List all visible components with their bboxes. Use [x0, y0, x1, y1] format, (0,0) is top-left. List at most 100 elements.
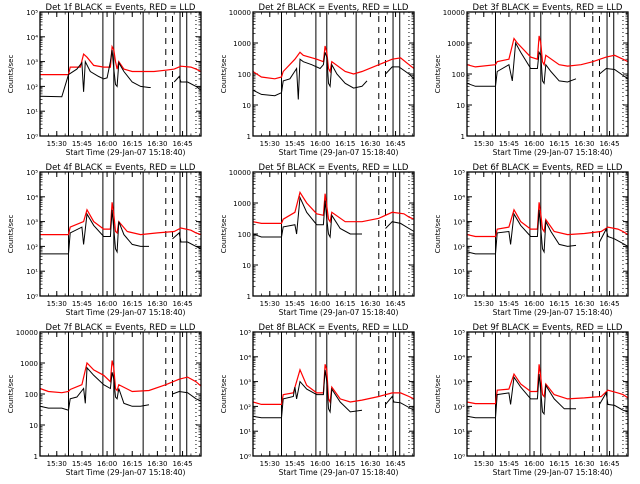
x-axis-label: Start Time (29-Jan-07 15:18:40)	[279, 308, 399, 317]
x-tick-label: 16:30	[574, 300, 594, 308]
y-axis-label: Counts/sec	[220, 215, 228, 254]
x-tick-label: 16:15	[549, 460, 569, 468]
y-axis-label: Counts/sec	[434, 375, 442, 414]
y-tick-label: 1	[34, 453, 38, 461]
x-tick-label: 16:30	[147, 140, 167, 148]
x-tick-label: 16:00	[97, 140, 117, 148]
x-tick-label: 15:45	[499, 300, 519, 308]
panel-5: Det 5f BLACK = Events, RED = LLD Counts/s…	[220, 163, 415, 317]
x-tick-label: 16:30	[574, 140, 594, 148]
series-lld-line	[252, 45, 415, 80]
panel-title: Det 1f BLACK = Events, RED = LLD	[46, 3, 196, 13]
x-tick-label: 16:15	[122, 140, 142, 148]
y-tick-label: 10³	[26, 219, 38, 227]
x-tick-label: 16:30	[574, 460, 594, 468]
x-axis-label: Start Time (29-Jan-07 15:18:40)	[493, 308, 613, 317]
panel-8: Det 8f BLACK = Events, RED = LLD Counts/s…	[220, 323, 415, 477]
y-tick-label: 10¹	[239, 428, 251, 436]
panel-2: Det 2f BLACK = Events, RED = LLD Counts/s…	[220, 3, 415, 157]
y-tick-label: 100	[25, 391, 38, 399]
x-tick-label: 16:30	[147, 300, 167, 308]
y-tick-label: 1000	[447, 40, 465, 48]
x-tick-label: 15:45	[72, 140, 92, 148]
x-tick-label: 16:00	[524, 300, 544, 308]
series-lld-line	[40, 202, 202, 236]
panel-title: Det 6f BLACK = Events, RED = LLD	[473, 163, 623, 173]
x-tick-label: 15:45	[72, 300, 92, 308]
y-tick-label: 10¹	[26, 108, 38, 116]
panel-4: Det 4f BLACK = Events, RED = LLD Counts/s…	[7, 163, 202, 317]
plot-frame	[252, 171, 415, 297]
series-lld-line	[39, 360, 202, 394]
x-tick-label: 16:45	[172, 140, 192, 148]
x-axis-label: Start Time (29-Jan-07 15:18:40)	[279, 148, 399, 157]
y-axis-label: Counts/sec	[7, 375, 15, 414]
y-tick-label: 10¹	[453, 428, 465, 436]
x-tick-label: 15:45	[72, 460, 92, 468]
series-events-line	[466, 374, 629, 419]
plot-frame	[252, 11, 415, 137]
y-tick-label: 1	[247, 133, 251, 141]
y-tick-label: 100	[238, 71, 251, 79]
x-axis-label: Start Time (29-Jan-07 15:18:40)	[493, 468, 613, 477]
y-tick-label: 10¹	[26, 268, 38, 276]
x-tick-label: 16:45	[172, 460, 192, 468]
x-tick-label: 16:15	[549, 300, 569, 308]
y-tick-label: 10⁰	[453, 293, 465, 301]
series-events-line	[252, 52, 415, 100]
y-tick-label: 10⁰	[453, 453, 465, 461]
x-tick-label: 16:15	[549, 140, 569, 148]
x-tick-label: 15:30	[47, 460, 67, 468]
y-axis-label: Counts/sec	[7, 55, 15, 94]
panel-title: Det 3f BLACK = Events, RED = LLD	[473, 3, 623, 13]
y-tick-label: 10000	[229, 9, 251, 17]
panel-title: Det 2f BLACK = Events, RED = LLD	[259, 3, 409, 13]
x-tick-label: 16:00	[524, 460, 544, 468]
series-events-line	[252, 195, 415, 239]
y-tick-label: 10⁰	[26, 293, 38, 301]
y-tick-label: 10⁴	[453, 354, 465, 362]
x-tick-label: 15:30	[474, 300, 494, 308]
x-tick-label: 16:00	[310, 460, 330, 468]
y-tick-label: 10000	[229, 169, 251, 177]
x-tick-label: 15:30	[260, 460, 280, 468]
y-tick-label: 100	[238, 231, 251, 239]
y-tick-label: 10³	[26, 59, 38, 67]
y-tick-label: 10²	[239, 403, 251, 411]
y-tick-label: 10²	[453, 403, 465, 411]
x-tick-label: 16:00	[310, 300, 330, 308]
panel-title: Det 7f BLACK = Events, RED = LLD	[46, 323, 196, 333]
series-events-line	[466, 209, 629, 255]
y-tick-label: 10	[242, 262, 251, 270]
y-axis-label: Counts/sec	[7, 215, 15, 254]
plot-frame	[252, 331, 415, 457]
x-tick-label: 16:00	[97, 300, 117, 308]
series-lld-line	[466, 35, 629, 68]
y-tick-label: 1000	[20, 360, 38, 368]
y-tick-label: 10	[29, 422, 38, 430]
y-tick-label: 10⁰	[239, 453, 251, 461]
y-tick-label: 10³	[453, 379, 465, 387]
x-tick-label: 15:30	[47, 140, 67, 148]
x-tick-label: 16:30	[360, 300, 380, 308]
x-tick-label: 15:45	[499, 140, 519, 148]
x-tick-label: 16:45	[172, 300, 192, 308]
y-tick-label: 10	[456, 102, 465, 110]
y-axis-label: Counts/sec	[220, 375, 228, 414]
y-tick-label: 10⁵	[239, 329, 251, 337]
x-tick-label: 16:30	[360, 140, 380, 148]
x-tick-label: 16:45	[385, 300, 405, 308]
y-tick-label: 10⁵	[453, 329, 465, 337]
x-tick-label: 16:45	[385, 140, 405, 148]
y-tick-label: 10⁴	[239, 354, 251, 362]
x-tick-label: 15:30	[474, 460, 494, 468]
series-lld-line	[252, 364, 415, 405]
x-axis-label: Start Time (29-Jan-07 15:18:40)	[66, 148, 186, 157]
y-axis-label: Counts/sec	[434, 55, 442, 94]
plot-frame	[39, 11, 202, 137]
x-tick-label: 16:30	[360, 460, 380, 468]
x-tick-label: 16:15	[122, 460, 142, 468]
x-tick-label: 16:15	[335, 140, 355, 148]
x-tick-label: 16:45	[599, 140, 619, 148]
